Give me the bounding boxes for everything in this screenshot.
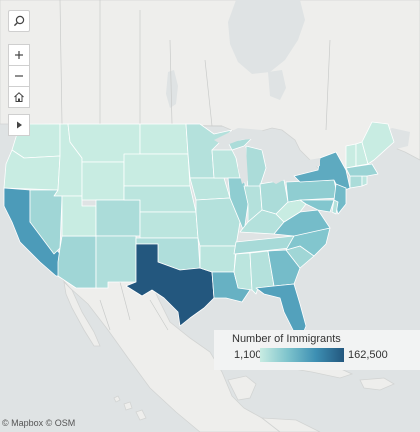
state-tx[interactable] (125, 243, 215, 327)
state-me[interactable] (361, 121, 395, 165)
central-america (260, 417, 321, 432)
state-vt[interactable] (345, 143, 357, 169)
state-md[interactable] (299, 199, 335, 213)
home-icon (14, 92, 24, 102)
color-legend: Number of Immigrants 1,100 162,500 (214, 330, 420, 370)
zoom-in-button[interactable] (8, 44, 30, 65)
lake-winnipeg (166, 70, 178, 108)
province-borders (59, 0, 331, 131)
lake-ontario (298, 158, 320, 168)
state-az[interactable] (57, 235, 97, 289)
map-attribution[interactable]: © Mapbox © OSM (2, 418, 76, 428)
states-layer (3, 121, 395, 337)
legend-title: Number of Immigrants (232, 333, 341, 345)
lake-erie (266, 168, 298, 184)
state-co[interactable] (95, 199, 141, 237)
legend-min-label: 1,100 (234, 349, 262, 361)
state-ma[interactable] (345, 163, 379, 177)
james-bay (268, 70, 286, 100)
mexico-state-borders (99, 281, 169, 331)
mexico-landmass (55, 271, 281, 432)
state-fl[interactable] (255, 283, 307, 337)
zoom-controls (8, 44, 30, 108)
map-toolbar (8, 10, 30, 136)
play-button[interactable] (8, 114, 30, 136)
hawaii (113, 395, 147, 421)
state-pa[interactable] (285, 179, 339, 203)
search-button[interactable] (8, 10, 30, 32)
hispaniola (359, 377, 395, 391)
legend-gradient-bar (260, 348, 344, 362)
state-ct[interactable] (349, 175, 363, 189)
yucatan (227, 375, 257, 401)
state-wi[interactable] (211, 149, 241, 179)
home-button[interactable] (8, 86, 30, 108)
state-de[interactable] (331, 199, 339, 215)
hudson-bay (228, 0, 305, 74)
lake-huron (258, 142, 282, 170)
zoom-out-button[interactable] (8, 65, 30, 86)
minus-icon (15, 75, 23, 77)
state-ga[interactable] (267, 249, 301, 287)
state-ia[interactable] (189, 177, 231, 201)
state-nm[interactable] (95, 235, 137, 289)
play-icon (17, 121, 22, 129)
state-wy[interactable] (81, 161, 125, 201)
search-icon (13, 15, 25, 27)
state-ut[interactable] (61, 195, 97, 237)
state-ks[interactable] (139, 211, 199, 239)
state-nv[interactable] (29, 189, 63, 255)
plus-icon (15, 51, 23, 59)
state-ar[interactable] (199, 245, 237, 273)
lake-superior (214, 128, 264, 146)
legend-max-label: 162,500 (348, 349, 388, 361)
baja-california (63, 280, 101, 347)
lake-michigan (238, 148, 248, 184)
state-sd[interactable] (123, 153, 191, 187)
state-ri[interactable] (361, 175, 368, 187)
state-nd[interactable] (139, 123, 189, 155)
